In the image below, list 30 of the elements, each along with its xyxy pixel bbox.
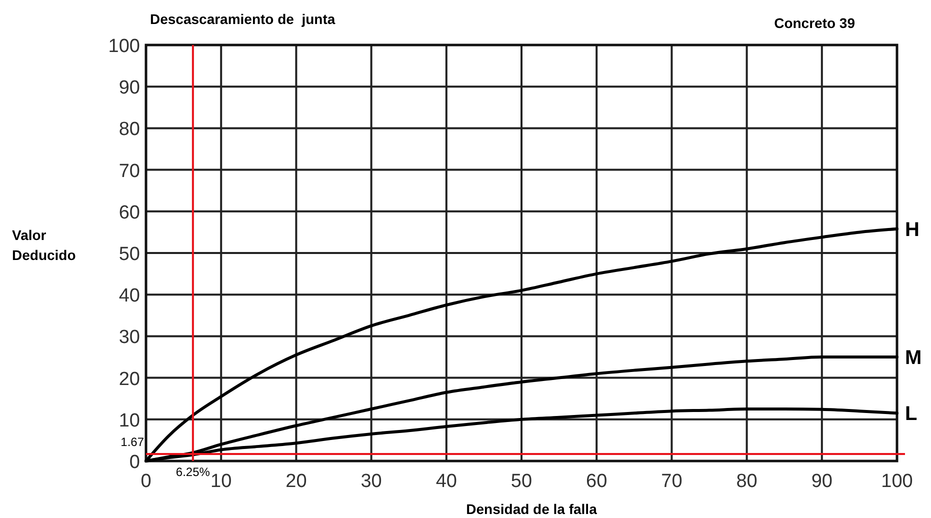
x-tick-label: 50	[510, 471, 532, 492]
y-tick-label: 60	[118, 202, 140, 224]
series-label: H	[905, 218, 920, 241]
y-tick-label: 80	[118, 119, 140, 140]
y-tick-label: 0	[129, 452, 140, 473]
x-tick-label: 30	[360, 471, 382, 492]
x-tick-label: 10	[210, 471, 232, 492]
y-tick-label: 10	[118, 410, 140, 432]
x-tick-label: 100	[881, 471, 913, 492]
y-tick-label: 100	[108, 36, 140, 57]
y-axis-title: Valor Deducido	[12, 227, 76, 263]
x-tick-label: 40	[436, 471, 457, 492]
y-tick-label: 30	[118, 327, 140, 348]
x-tick-label: 20	[286, 471, 307, 492]
y-tick-label: 70	[118, 160, 140, 182]
x-tick-label: 90	[811, 471, 832, 492]
y-tick-label: 50	[118, 244, 140, 265]
ref-line-label: 1.67	[120, 435, 144, 450]
series-label: L	[905, 403, 918, 426]
x-axis-title: Densidad de la falla	[466, 501, 598, 517]
ref-line-label: 6.25%	[176, 465, 210, 479]
chart-subtitle: Concreto 39	[774, 15, 856, 31]
y-tick-label: 40	[118, 286, 140, 307]
x-tick-label: 60	[586, 471, 608, 492]
chart-title: Descascaramiento de junta	[150, 11, 336, 27]
y-tick-label: 90	[118, 78, 140, 99]
x-tick-label: 70	[661, 471, 682, 492]
series-label: M	[905, 347, 922, 369]
x-tick-label: 80	[736, 471, 758, 492]
y-tick-label: 20	[118, 368, 140, 390]
